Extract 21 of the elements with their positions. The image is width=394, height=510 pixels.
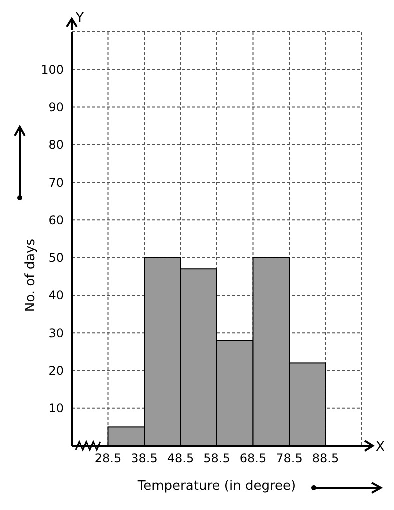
x-tick-label: 88.5	[312, 452, 340, 466]
y-tick-label: 40	[48, 288, 64, 303]
y-tick-label: 20	[48, 364, 64, 378]
x-axis-title: Temperature (in degree)	[136, 479, 296, 494]
x-tick-label: 58.5	[204, 452, 230, 466]
x-tick-label: 68.5	[240, 452, 267, 466]
x-tick-label: 38.5	[131, 452, 158, 466]
x-tick-label: 78.5	[276, 452, 303, 466]
y-tick-label: 30	[48, 326, 64, 340]
y-tick-label: 90	[48, 100, 64, 115]
y-axis-title: No. of days	[24, 238, 39, 312]
y-tick-label: 10	[48, 402, 64, 416]
x-tick-label: 48.5	[167, 452, 194, 466]
text: Y	[75, 11, 84, 26]
text: X	[376, 440, 385, 455]
y-tick-label: 50	[48, 251, 64, 266]
y-tick-label: 60	[48, 213, 64, 228]
x-tick-label: 28.5	[94, 452, 122, 466]
y-tick-label: 80	[48, 138, 64, 152]
y-tick-label: 70	[48, 176, 64, 190]
y-tick-label: 100	[41, 62, 64, 77]
